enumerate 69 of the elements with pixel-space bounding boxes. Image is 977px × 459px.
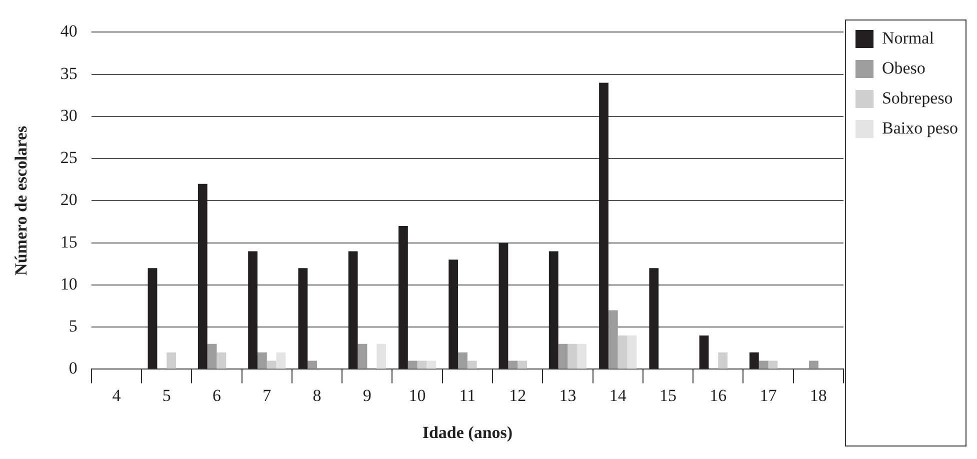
bar: [426, 360, 436, 369]
bar: [749, 352, 759, 369]
bar: [358, 344, 368, 369]
bar: [608, 310, 618, 369]
y-axis-title: Número de escolares: [12, 126, 31, 276]
x-tick-label: 4: [112, 386, 122, 405]
x-tick-label: 17: [760, 386, 778, 405]
bar: [276, 352, 286, 369]
x-axis-title: Idade (anos): [422, 423, 513, 442]
y-tick-label: 5: [68, 316, 78, 336]
bar: [558, 344, 568, 369]
bar: [248, 251, 258, 369]
bar: [568, 344, 578, 369]
bar: [198, 184, 208, 369]
bar: [398, 226, 408, 369]
bar: [768, 360, 778, 369]
bar: [508, 360, 518, 369]
bar: [348, 251, 358, 369]
bar: [809, 360, 818, 369]
bar: [649, 268, 659, 369]
bar: [458, 352, 468, 369]
bar: [758, 360, 768, 369]
y-tick-label: 20: [60, 190, 78, 210]
x-tick-label: 8: [312, 386, 322, 405]
bar: [599, 82, 608, 369]
y-tick-label: 0: [68, 358, 78, 378]
bar: [257, 352, 267, 369]
bar: [718, 352, 728, 369]
x-tick-label: 14: [609, 386, 627, 405]
bar: [207, 344, 217, 369]
legend-label: Obeso: [882, 58, 926, 78]
bar: [618, 336, 628, 369]
y-tick-label: 10: [60, 274, 78, 294]
bar: [166, 352, 176, 369]
x-tick-label: 9: [362, 386, 372, 405]
legend-label: Sobrepeso: [882, 88, 953, 108]
bar: [548, 251, 558, 369]
bar: [308, 360, 318, 369]
bar: [577, 344, 587, 369]
x-tick-label: 16: [710, 386, 727, 405]
bar: [408, 360, 418, 369]
bar: [498, 242, 508, 369]
bar: [376, 344, 386, 369]
x-tick-label: 11: [459, 386, 476, 405]
bar: [216, 352, 226, 369]
y-tick-label: 30: [60, 106, 78, 125]
bar: [467, 360, 477, 369]
bar: [699, 336, 709, 369]
x-tick-label: 18: [810, 386, 827, 405]
y-tick-label: 35: [60, 64, 78, 83]
x-tick-label: 5: [162, 386, 171, 405]
bar: [298, 268, 308, 369]
bar: [518, 360, 527, 369]
y-tick-label: 15: [60, 232, 78, 252]
x-tick-label: 7: [262, 386, 272, 405]
legend-label: Normal: [882, 28, 934, 48]
legend-label: Baixo peso: [882, 118, 958, 138]
y-tick-label: 25: [60, 148, 78, 168]
bar: [148, 268, 158, 369]
bar: [448, 260, 458, 369]
x-tick-label: 12: [509, 386, 526, 405]
x-tick-label: 13: [559, 386, 576, 405]
y-tick-label: 40: [60, 22, 78, 41]
bar: [417, 360, 427, 369]
x-tick-label: 10: [408, 386, 426, 405]
x-tick-label: 15: [659, 386, 676, 405]
bar: [627, 336, 637, 369]
x-tick-label: 6: [212, 386, 221, 405]
bar: [266, 360, 276, 369]
